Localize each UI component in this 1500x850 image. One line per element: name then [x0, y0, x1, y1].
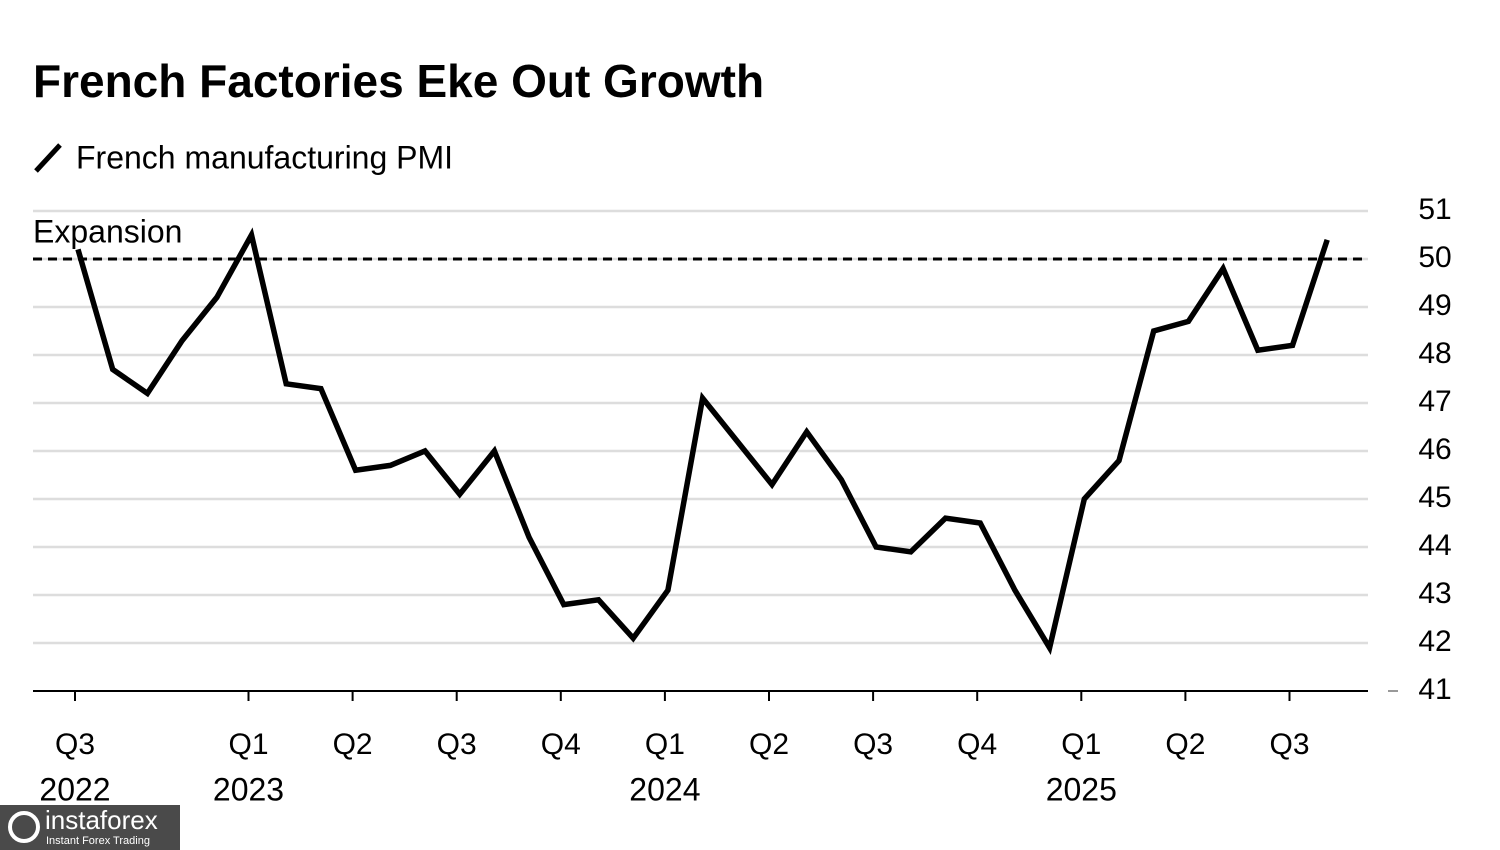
x-tick-label: Q3 [1269, 728, 1309, 761]
y-tick-label: 42 [1418, 625, 1451, 658]
x-tick-label: Q2 [1165, 728, 1205, 761]
legend-label: French manufacturing PMI [76, 139, 453, 175]
x-year-label: 2023 [213, 771, 284, 807]
x-year-label: 2025 [1046, 771, 1117, 807]
x-tick-label: Q3 [55, 728, 95, 761]
x-tick-label: Q1 [1061, 728, 1101, 761]
y-tick-label: 48 [1418, 337, 1451, 370]
reference-label: Expansion [33, 213, 182, 249]
chart-title: French Factories Eke Out Growth [33, 55, 764, 107]
y-tick-label: 49 [1418, 289, 1451, 322]
watermark-brand: instaforex [45, 805, 158, 835]
x-tick-label: Q2 [749, 728, 789, 761]
y-tick-label: 46 [1418, 433, 1451, 466]
x-tick-label: Q3 [437, 728, 477, 761]
x-tick-label: Q3 [853, 728, 893, 761]
y-tick-label: 41 [1418, 673, 1451, 706]
x-tick-label: Q4 [957, 728, 997, 761]
x-year-label: 2022 [39, 771, 110, 807]
watermark-icon [8, 811, 40, 843]
y-tick-label: 47 [1418, 385, 1451, 418]
x-tick-label: Q1 [228, 728, 268, 761]
y-tick-label: 51 [1418, 193, 1451, 226]
y-tick-label: 50 [1418, 241, 1451, 274]
y-tick-label: 45 [1418, 481, 1451, 514]
watermark-tagline: Instant Forex Trading [46, 835, 150, 847]
y-tick-label: 44 [1418, 529, 1451, 562]
x-tick-label: Q1 [645, 728, 685, 761]
x-year-label: 2024 [629, 771, 700, 807]
x-tick-label: Q4 [541, 728, 581, 761]
x-tick-label: Q2 [333, 728, 373, 761]
watermark: instaforex Instant Forex Trading [0, 805, 180, 850]
data-line [75, 227, 1330, 656]
legend-swatch [34, 143, 62, 173]
y-tick-label: 43 [1418, 577, 1451, 610]
